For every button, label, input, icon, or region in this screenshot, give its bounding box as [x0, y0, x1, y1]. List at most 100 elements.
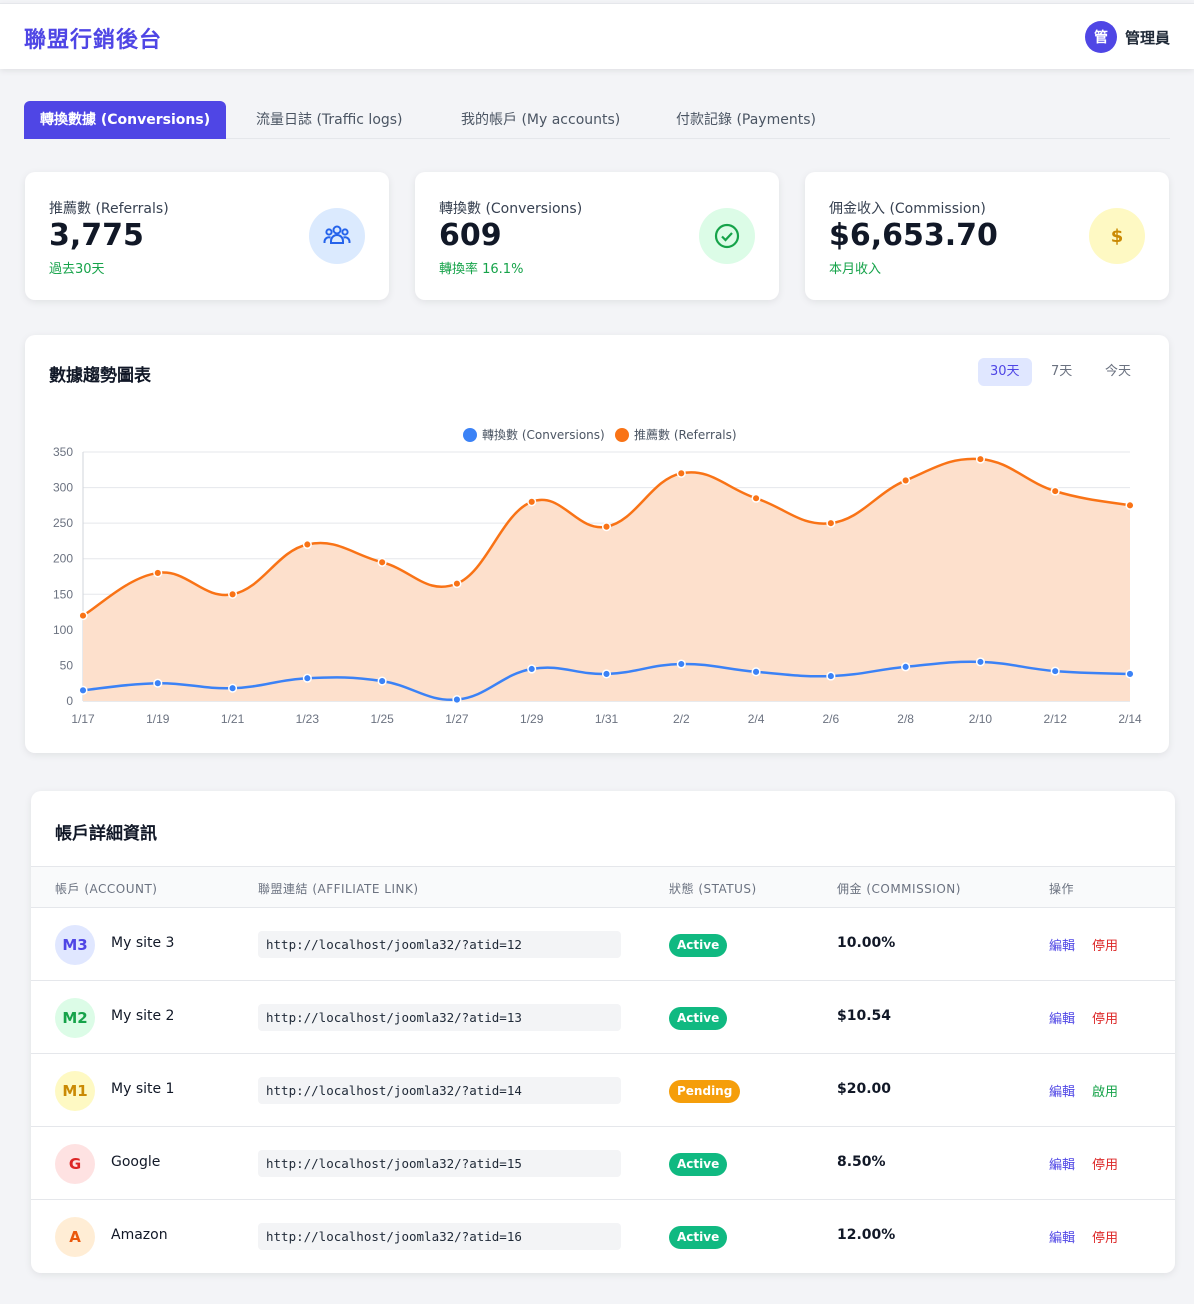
- account-avatar: M1: [55, 1071, 95, 1111]
- x-tick-label: 1/21: [221, 712, 245, 726]
- table-header: 帳戶 (ACCOUNT) 聯盟連結 (AFFILIATE LINK) 狀態 (S…: [31, 866, 1175, 908]
- affiliate-link[interactable]: http://localhost/joomla32/?atid=12: [258, 931, 621, 958]
- account-avatar: M3: [55, 925, 95, 965]
- table-row: G Google http://localhost/joomla32/?atid=1…: [31, 1127, 1175, 1200]
- data-point: [826, 671, 836, 681]
- commission-value: $20.00: [837, 1081, 892, 1097]
- data-point: [153, 678, 163, 688]
- range-30d-button[interactable]: 30天: [978, 358, 1032, 386]
- affiliate-link[interactable]: http://localhost/joomla32/?atid=15: [258, 1150, 621, 1177]
- account-name: My site 1: [111, 1081, 175, 1097]
- edit-link[interactable]: 編輯: [1049, 1012, 1076, 1027]
- stat-label: 推薦數 (Referrals): [49, 201, 169, 217]
- data-point: [527, 664, 537, 674]
- status-badge: Pending: [669, 1080, 741, 1103]
- commission-value: $10.54: [837, 1008, 892, 1024]
- user-name[interactable]: 管理員: [1124, 28, 1170, 47]
- header-commission: 佣金 (COMMISSION): [837, 882, 961, 896]
- user-avatar[interactable]: 管: [1084, 21, 1117, 53]
- y-tick-label: 150: [53, 587, 73, 601]
- stat-subtext: 過去30天: [49, 262, 105, 277]
- toggle-status-link[interactable]: 停用: [1092, 1158, 1119, 1173]
- data-point: [452, 579, 462, 589]
- tab-conversions[interactable]: 轉換數據 (Conversions): [24, 101, 227, 139]
- y-tick-label: 0: [66, 694, 73, 708]
- y-tick-label: 100: [53, 623, 73, 637]
- table-row: M2 My site 2 http://localhost/joomla32/?at…: [31, 981, 1175, 1054]
- data-point: [153, 568, 163, 578]
- x-tick-label: 2/8: [897, 712, 914, 726]
- data-point: [377, 557, 387, 567]
- data-point: [78, 611, 88, 621]
- edit-link[interactable]: 編輯: [1049, 1231, 1076, 1246]
- affiliate-link[interactable]: http://localhost/joomla32/?atid=13: [258, 1004, 621, 1031]
- data-point: [1050, 486, 1060, 496]
- edit-link[interactable]: 編輯: [1049, 939, 1076, 954]
- check-circle-icon: [699, 208, 755, 264]
- status-badge: Active: [669, 1007, 728, 1030]
- tab-my-accounts[interactable]: 我的帳戶 (My accounts): [461, 112, 621, 128]
- data-point: [676, 659, 686, 669]
- stat-subtext: 轉換率 16.1%: [439, 262, 524, 277]
- y-tick-label: 350: [53, 445, 73, 459]
- data-point: [975, 657, 985, 667]
- table-row: M3 My site 3 http://localhost/joomla32/?at…: [31, 908, 1175, 981]
- account-avatar: M2: [55, 998, 95, 1038]
- user-menu[interactable]: 管 管理員: [1084, 21, 1170, 53]
- x-tick-label: 2/14: [1118, 712, 1142, 726]
- data-point: [302, 673, 312, 683]
- data-point: [527, 497, 537, 507]
- data-point: [228, 589, 238, 599]
- x-tick-label: 2/2: [673, 712, 690, 726]
- account-name: Amazon: [111, 1227, 168, 1243]
- stat-card-conversions: 轉換數 (Conversions) 609 轉換率 16.1%: [415, 172, 779, 300]
- data-point: [901, 662, 911, 672]
- commission-value: 10.00%: [837, 935, 896, 951]
- accounts-panel: 帳戶詳細資訊 帳戶 (ACCOUNT) 聯盟連結 (AFFILIATE LINK…: [31, 791, 1175, 1273]
- main-tabs: 轉換數據 (Conversions) 流量日誌 (Traffic logs) 我…: [24, 101, 1170, 139]
- accounts-title: 帳戶詳細資訊: [55, 824, 157, 844]
- dollar-icon: $: [1089, 208, 1145, 264]
- x-tick-label: 1/31: [595, 712, 619, 726]
- data-point: [377, 676, 387, 686]
- legend-label: 轉換數 (Conversions): [482, 428, 605, 442]
- data-point: [975, 454, 985, 464]
- x-tick-label: 1/27: [445, 712, 469, 726]
- header-status: 狀態 (STATUS): [669, 882, 757, 896]
- trend-chart-panel: 數據趨勢圖表 30天 7天 今天 0 50 100 150 200 250 300 350 1/…: [25, 335, 1169, 753]
- edit-link[interactable]: 編輯: [1049, 1158, 1076, 1173]
- toggle-status-link[interactable]: 啟用: [1092, 1085, 1119, 1100]
- data-point: [751, 667, 761, 677]
- data-point: [302, 539, 312, 550]
- edit-link[interactable]: 編輯: [1049, 1085, 1076, 1100]
- data-point: [601, 522, 612, 532]
- data-point: [751, 493, 761, 503]
- stat-card-commission: 佣金收入 (Commission) $6,653.70 本月收入 $: [805, 172, 1169, 300]
- affiliate-link[interactable]: http://localhost/joomla32/?atid=14: [258, 1077, 621, 1104]
- y-tick-label: 200: [53, 552, 73, 566]
- stat-label: 佣金收入 (Commission): [829, 201, 986, 217]
- chart-title: 數據趨勢圖表: [49, 366, 151, 386]
- top-bar: 聯盟行銷後台 管 管理員: [0, 3, 1194, 69]
- stat-value: $6,653.70: [829, 218, 998, 253]
- legend-label: 推薦數 (Referrals): [634, 428, 737, 442]
- toggle-status-link[interactable]: 停用: [1092, 1231, 1119, 1246]
- data-point: [826, 518, 836, 528]
- series-area-1: [83, 458, 1130, 701]
- toggle-status-link[interactable]: 停用: [1092, 939, 1119, 954]
- stat-value: 3,775: [49, 218, 144, 253]
- account-avatar: A: [55, 1217, 95, 1257]
- account-name: My site 3: [111, 935, 175, 951]
- affiliate-link[interactable]: http://localhost/joomla32/?atid=16: [258, 1223, 621, 1250]
- table-row: M1 My site 1 http://localhost/joomla32/?at…: [31, 1054, 1175, 1127]
- data-point: [452, 695, 462, 705]
- tab-payments[interactable]: 付款記錄 (Payments): [676, 112, 816, 128]
- data-point: [1125, 669, 1135, 679]
- range-today-button[interactable]: 今天: [1105, 364, 1132, 379]
- x-tick-label: 1/29: [520, 712, 544, 726]
- tab-traffic-logs[interactable]: 流量日誌 (Traffic logs): [256, 112, 403, 128]
- stat-value: 609: [439, 218, 502, 253]
- x-tick-label: 1/23: [296, 712, 320, 726]
- toggle-status-link[interactable]: 停用: [1092, 1012, 1119, 1027]
- range-7d-button[interactable]: 7天: [1051, 364, 1073, 379]
